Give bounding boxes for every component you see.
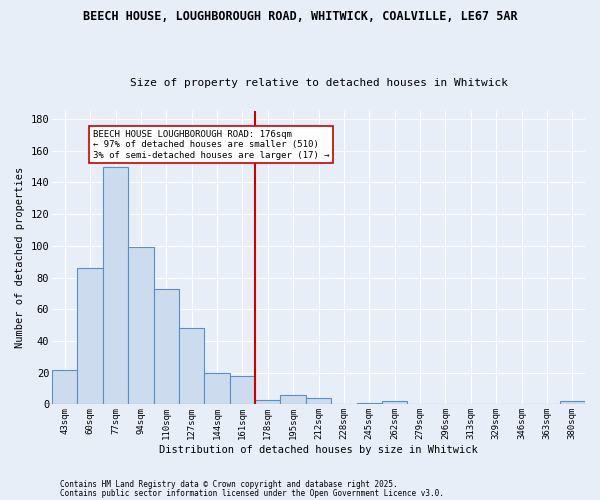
Bar [52,370,77,404]
Text: BEECH HOUSE LOUGHBOROUGH ROAD: 176sqm
← 97% of detached houses are smaller (510): BEECH HOUSE LOUGHBOROUGH ROAD: 176sqm ← … [92,130,329,160]
Bar [128,248,154,404]
Bar [560,401,585,404]
Bar [205,372,230,404]
Bar [255,400,280,404]
Bar [77,268,103,404]
Bar [230,376,255,404]
Text: Contains public sector information licensed under the Open Government Licence v3: Contains public sector information licen… [60,488,444,498]
Bar [382,401,407,404]
Bar [103,166,128,404]
Bar [356,403,382,404]
Bar [179,328,205,404]
Bar [154,288,179,405]
Text: Contains HM Land Registry data © Crown copyright and database right 2025.: Contains HM Land Registry data © Crown c… [60,480,398,489]
Bar [306,398,331,404]
Text: BEECH HOUSE, LOUGHBOROUGH ROAD, WHITWICK, COALVILLE, LE67 5AR: BEECH HOUSE, LOUGHBOROUGH ROAD, WHITWICK… [83,10,517,23]
Bar [280,395,306,404]
Title: Size of property relative to detached houses in Whitwick: Size of property relative to detached ho… [130,78,508,88]
X-axis label: Distribution of detached houses by size in Whitwick: Distribution of detached houses by size … [159,445,478,455]
Y-axis label: Number of detached properties: Number of detached properties [15,167,25,348]
